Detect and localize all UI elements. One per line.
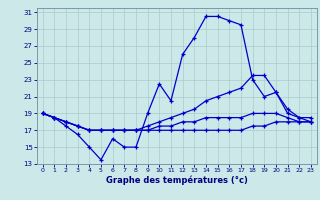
X-axis label: Graphe des températures (°c): Graphe des températures (°c) — [106, 176, 248, 185]
